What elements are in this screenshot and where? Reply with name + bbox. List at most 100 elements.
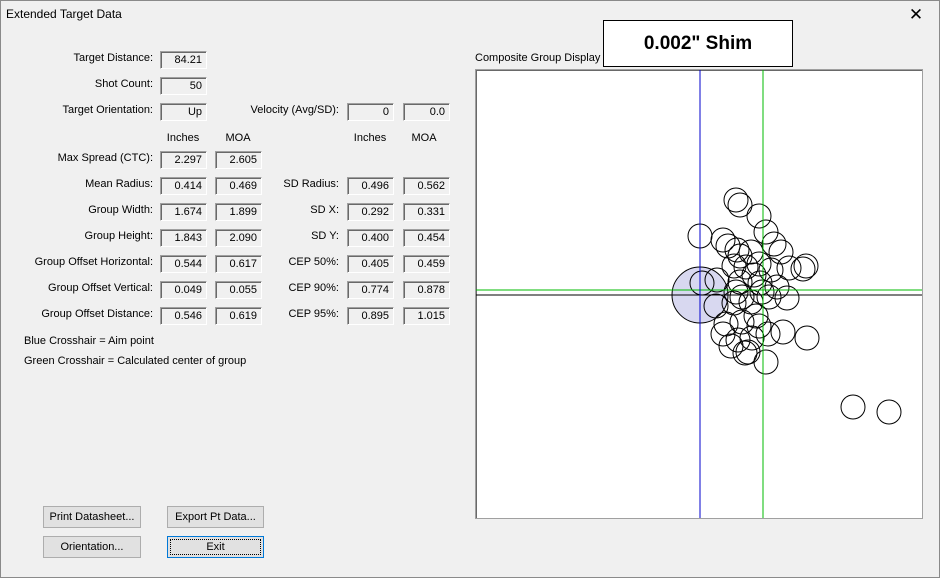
shot-hole (718, 333, 744, 359)
right-stat-label: CEP 50%: (288, 256, 339, 268)
shot-hole (768, 239, 794, 265)
left-stat-moa-field: 2.090 (215, 229, 262, 247)
left-stat-inches-field: 1.843 (160, 229, 207, 247)
shot-hole (756, 284, 782, 310)
target-orientation-label: Target Orientation: (62, 104, 154, 116)
left-stat-label: Mean Radius: (85, 178, 153, 190)
shot-hole (727, 192, 753, 218)
shot-count-label: Shot Count: (94, 78, 153, 90)
target-distance-label: Target Distance: (73, 52, 153, 64)
right-stat-inches-field: 0.400 (347, 229, 394, 247)
left-stat-inches-field: 0.546 (160, 307, 207, 325)
exit-button-label: Exit (206, 541, 225, 553)
right-stat-moa-field: 0.459 (403, 255, 450, 273)
shot-hole (753, 349, 779, 375)
left-stat-label: Group Offset Distance: (41, 308, 153, 320)
shot-hole (793, 253, 819, 279)
window-title: Extended Target Data (6, 7, 122, 21)
shot-hole (713, 311, 739, 337)
shot-hole (746, 251, 772, 277)
right-stat-moa-field: 0.562 (403, 177, 450, 195)
shot-hole (790, 256, 816, 282)
target-orientation-field: Up (160, 103, 207, 121)
composite-group-display (475, 69, 923, 519)
shot-hole (776, 255, 802, 281)
exit-button[interactable]: Exit (167, 536, 264, 558)
right-stat-label: SD X: (310, 204, 339, 216)
shot-hole (723, 187, 749, 213)
composite-group-display-label: Composite Group Display (475, 52, 601, 64)
right-inches-header: Inches (353, 132, 387, 144)
shot-hole (732, 340, 758, 366)
shot-hole (724, 237, 750, 263)
close-button[interactable]: ✕ (893, 1, 939, 29)
close-icon: ✕ (908, 5, 924, 24)
shot-hole (727, 269, 753, 295)
shot-hole (755, 321, 781, 347)
left-stat-label: Group Width: (88, 204, 153, 216)
shot-hole (710, 321, 736, 347)
left-stat-inches-field: 0.414 (160, 177, 207, 195)
left-stat-inches-field: 0.544 (160, 255, 207, 273)
right-stat-label: SD Radius: (283, 178, 339, 190)
left-stat-moa-field: 0.619 (215, 307, 262, 325)
right-stat-moa-field: 0.331 (403, 203, 450, 221)
shot-hole (774, 285, 800, 311)
right-stat-moa-field: 0.878 (403, 281, 450, 299)
shot-hole (753, 219, 779, 245)
right-stat-label: CEP 95%: (288, 308, 339, 320)
orientation-button[interactable]: Orientation... (43, 536, 141, 558)
velocity-label: Velocity (Avg/SD): (250, 104, 339, 116)
right-stat-label: CEP 90%: (288, 282, 339, 294)
left-stat-moa-field: 0.055 (215, 281, 262, 299)
shot-hole (743, 303, 769, 329)
right-stat-label: SD Y: (311, 230, 339, 242)
right-stat-inches-field: 0.405 (347, 255, 394, 273)
right-stat-inches-field: 0.895 (347, 307, 394, 325)
left-stat-inches-field: 1.674 (160, 203, 207, 221)
right-stat-inches-field: 0.292 (347, 203, 394, 221)
left-stat-moa-field: 2.605 (215, 151, 262, 169)
shot-hole (770, 319, 796, 345)
shot-hole (758, 257, 784, 283)
shot-hole (729, 284, 755, 310)
focus-rectangle (170, 539, 261, 555)
shot-count-field: 50 (160, 77, 207, 95)
shot-hole (794, 325, 820, 351)
shot-hole (876, 399, 902, 425)
shot-hole (749, 279, 775, 305)
title-bar: Extended Target Data ✕ (1, 1, 939, 29)
right-stat-moa-field: 0.454 (403, 229, 450, 247)
target-distance-field: 84.21 (160, 51, 207, 69)
left-stat-inches-field: 0.049 (160, 281, 207, 299)
legend-blue-crosshair: Blue Crosshair = Aim point (24, 335, 154, 347)
left-stat-label: Group Height: (84, 230, 153, 242)
left-stat-moa-field: 1.899 (215, 203, 262, 221)
group-plot-svg (476, 70, 922, 518)
left-stat-label: Group Offset Vertical: (48, 282, 153, 294)
shot-hole (710, 227, 736, 253)
velocity-sd-field: 0.0 (403, 103, 450, 121)
shot-hole (746, 313, 772, 339)
left-stat-label: Group Offset Horizontal: (34, 256, 153, 268)
left-moa-header: MOA (225, 132, 251, 144)
shot-hole (729, 309, 755, 335)
left-stat-moa-field: 0.469 (215, 177, 262, 195)
shot-hole (761, 231, 787, 257)
shim-label: 0.002" Shim (603, 20, 793, 67)
right-stat-moa-field: 1.015 (403, 307, 450, 325)
shot-hole (735, 339, 761, 365)
shot-hole (733, 254, 759, 280)
velocity-avg-field: 0 (347, 103, 394, 121)
print-datasheet-button[interactable]: Print Datasheet... (43, 506, 141, 528)
export-pt-data-button[interactable]: Export Pt Data... (167, 506, 264, 528)
left-stat-moa-field: 0.617 (215, 255, 262, 273)
shot-hole (764, 274, 790, 300)
right-stat-inches-field: 0.774 (347, 281, 394, 299)
shot-hole (840, 394, 866, 420)
shots-layer (671, 187, 902, 425)
legend-green-crosshair: Green Crosshair = Calculated center of g… (24, 355, 247, 367)
right-stat-inches-field: 0.496 (347, 177, 394, 195)
shot-hole (704, 267, 730, 293)
